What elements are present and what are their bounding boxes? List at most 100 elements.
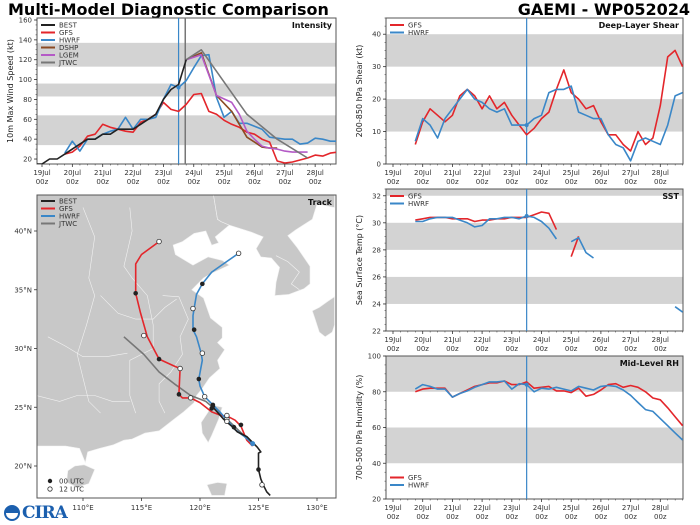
x-tick-label: 00z	[66, 178, 79, 186]
series-line-hwrf	[414, 85, 683, 162]
x-tick-label: 00z	[535, 345, 548, 353]
lon-tick-label: 130°E	[306, 504, 327, 512]
chart-sst: 22242628303219Jul00z20Jul00z21Jul00z22Ju…	[355, 188, 684, 353]
y-tick-label: 60	[372, 424, 381, 432]
shaded-band	[386, 99, 683, 132]
track-marker-00utc	[238, 422, 244, 428]
x-tick-label: 00z	[387, 513, 400, 521]
x-tick-label: 00z	[446, 178, 459, 186]
x-tick-label: 00z	[248, 178, 261, 186]
province-border	[47, 336, 128, 358]
y-tick-label: 40	[372, 460, 381, 468]
x-tick-label: 20Jul	[414, 336, 431, 344]
marker-legend-label: 12 UTC	[59, 486, 84, 494]
province-border	[275, 255, 300, 291]
x-tick-label: 25Jul	[563, 504, 580, 512]
track-marker-00utc	[176, 392, 182, 397]
legend-label: GFS	[59, 29, 73, 37]
x-tick-label: 00z	[565, 178, 578, 186]
noaa-logo-icon	[4, 505, 20, 521]
land-hainan	[66, 464, 96, 488]
panel-title: Deep-Layer Shear	[599, 21, 679, 30]
track-marker-12utc	[224, 412, 230, 419]
x-tick-label: 00z	[624, 345, 637, 353]
legend-label: BEST	[59, 198, 78, 206]
shaded-band	[37, 83, 336, 97]
land-luzon	[206, 482, 228, 496]
x-tick-label: 00z	[506, 345, 519, 353]
y-tick-label: 160	[19, 16, 32, 24]
track-marker-00utc	[231, 424, 237, 430]
track-marker-12utc	[199, 350, 206, 356]
y-tick-label: 28	[372, 246, 381, 254]
province-border	[123, 207, 154, 414]
x-tick-label: 00z	[535, 513, 548, 521]
x-tick-label: 00z	[624, 178, 637, 186]
y-tick-label: 26	[372, 273, 381, 281]
lon-tick-label: 110°E	[72, 504, 93, 512]
legend-marker-open	[47, 486, 53, 492]
x-tick-label: 27Jul	[622, 504, 639, 512]
legend-label: BEST	[59, 22, 78, 30]
cira-logo-text: CIRA	[22, 503, 68, 523]
y-tick-label: 20	[23, 156, 32, 164]
legend-label: GFS	[59, 205, 73, 213]
legend-label: HWRF	[408, 29, 429, 37]
shaded-band	[386, 276, 683, 304]
x-tick-label: 00z	[36, 178, 49, 186]
x-tick-label: 19Jul	[384, 169, 401, 177]
x-tick-label: 00z	[654, 178, 667, 186]
province-border	[76, 207, 101, 414]
x-tick-label: 00z	[476, 345, 489, 353]
x-tick-label: 24Jul	[533, 336, 550, 344]
land-kyushu	[311, 296, 335, 338]
x-tick-label: 27Jul	[622, 169, 639, 177]
x-tick-label: 00z	[595, 345, 608, 353]
x-tick-label: 00z	[387, 345, 400, 353]
chart-intensity: 2040608010012014016019Jul00z20Jul00z21Ju…	[6, 16, 337, 186]
x-tick-label: 20Jul	[64, 169, 81, 177]
x-tick-label: 23Jul	[155, 169, 172, 177]
chart-rh: 2040608010019Jul00z20Jul00z21Jul00z22Jul…	[355, 353, 684, 521]
x-tick-label: 20Jul	[414, 504, 431, 512]
chart-shear: 01020304019Jul00z20Jul00z21Jul00z22Jul00…	[355, 17, 684, 186]
y-tick-label: 0	[377, 161, 381, 169]
y-axis-label: Sea Surface Temp (°C)	[355, 215, 364, 305]
series-line-gfs	[414, 49, 683, 152]
plot-frame	[36, 194, 337, 499]
series-line-hwrf	[570, 236, 594, 259]
x-tick-label: 22Jul	[473, 169, 490, 177]
x-tick-label: 00z	[535, 178, 548, 186]
land-korea	[213, 195, 335, 296]
x-tick-label: 22Jul	[473, 504, 490, 512]
series-line-gfs	[570, 236, 580, 257]
x-tick-label: 23Jul	[503, 336, 520, 344]
x-tick-label: 00z	[127, 178, 140, 186]
series-line-hwrf	[414, 380, 683, 441]
x-tick-label: 00z	[387, 178, 400, 186]
shaded-band	[386, 222, 683, 250]
x-tick-label: 26Jul	[592, 169, 609, 177]
x-tick-label: 21Jul	[444, 504, 461, 512]
panel-title: Intensity	[292, 21, 333, 30]
series-line-jtwc	[185, 48, 309, 159]
x-tick-label: 25Jul	[215, 169, 232, 177]
track-marker-12utc	[141, 332, 147, 339]
lat-tick-label: 40°N	[14, 228, 32, 236]
y-tick-label: 60	[23, 116, 32, 124]
track-marker-12utc	[177, 365, 183, 372]
y-axis-label: 700-500 hPa Humidity (%)	[355, 375, 364, 481]
lat-tick-label: 35°N	[14, 286, 32, 294]
x-tick-label: 28Jul	[652, 169, 669, 177]
legend-marker-filled	[47, 478, 53, 484]
x-tick-label: 00z	[416, 513, 429, 521]
legend-label: JTWC	[58, 59, 77, 67]
y-axis-label: 10m Max Wind Speed (kt)	[6, 39, 15, 143]
init-marker	[524, 214, 529, 219]
shaded-band	[386, 427, 683, 464]
x-tick-label: 00z	[506, 178, 519, 186]
x-tick-label: 26Jul	[592, 504, 609, 512]
track-marker-12utc	[156, 238, 162, 245]
